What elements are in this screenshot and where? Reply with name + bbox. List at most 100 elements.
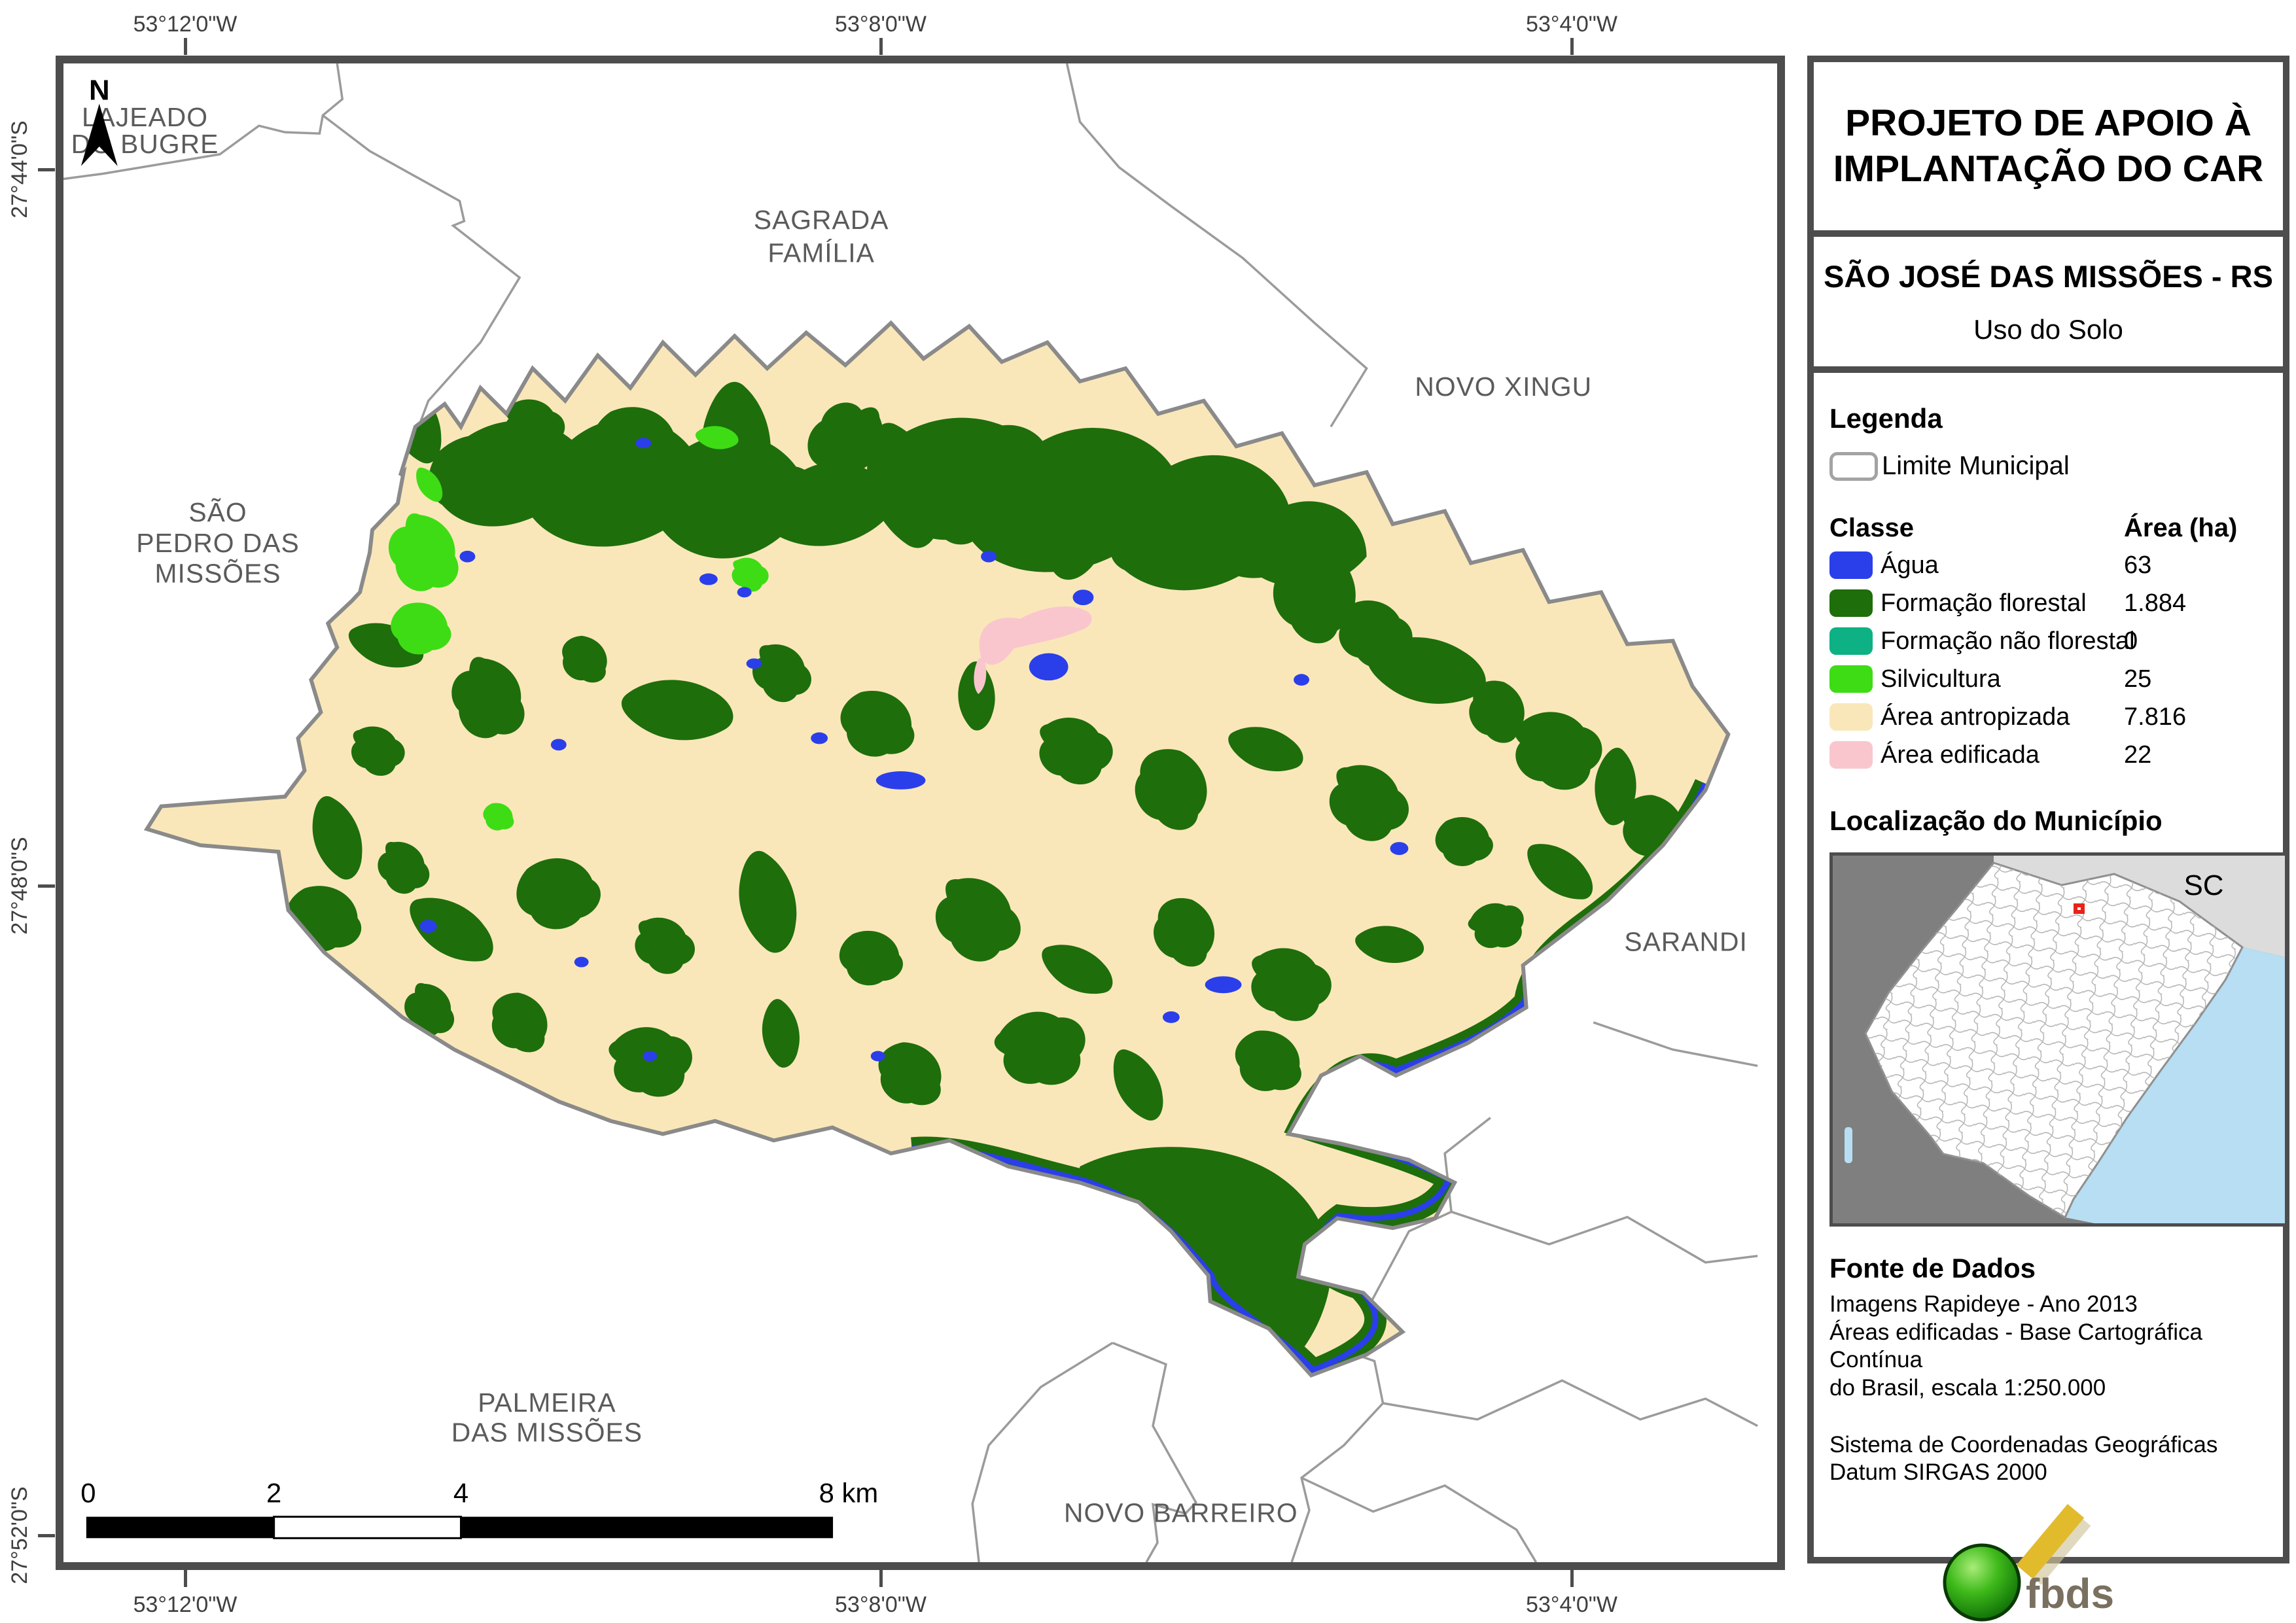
crs-lines: Sistema de Coordenadas Geográficas Datum… [1829,1431,2267,1487]
class-label: Área edificada [1881,741,2040,769]
class-label: Água [1881,551,1939,579]
fonte-line-3: do Brasil, escala 1:250.000 [1829,1375,2106,1401]
tick-left-3 [38,1534,55,1537]
legend-panel: Legenda Limite Municipal Classe Área (ha… [1807,366,2289,1622]
class-label: Área antropizada [1881,703,2070,731]
inset-map: SC [1829,852,2288,1227]
scale-label-4: 4 [453,1478,468,1509]
tick-left-2 [38,884,55,888]
inset-map-graphic: SC [1833,856,2285,1223]
class-area: 63 [2124,551,2152,579]
coord-bottom-2: 53°8'0"W [835,1592,927,1617]
fbds-logo-graphic: fbds [1943,1504,2114,1622]
north-arrow-icon: N [80,75,118,166]
municipality-title: SÃO JOSÉ DAS MISSÕES - RS [1824,258,2273,294]
logo-sphere-icon [1943,1543,2021,1622]
label-sagrada-familia: SAGRADA [754,205,889,235]
inset-ocean [2065,947,2285,1223]
fonte-lines: Imagens Rapideye - Ano 2013 Áreas edific… [1829,1291,2267,1403]
coord-top-1: 53°12'0"W [133,12,238,37]
class-area: 25 [2124,665,2152,693]
inset-lagoon [2152,1022,2199,1086]
inset-sc-state [1994,856,2285,957]
limite-municipal-label: Limite Municipal [1882,451,2070,480]
coord-top-3: 53°4'0"W [1526,12,1617,37]
info-panel: PROJETO DE APOIO À IMPLANTAÇÃO DO CAR SÃ… [1807,56,2289,1622]
swatch-formacao-nao-florestal [1829,627,1873,655]
map-canvas: LAJEADO DO BUGRE SAGRADA FAMÍLIA NOVO XI… [56,56,1785,1570]
neighbor-boundaries [63,63,1758,1562]
fbds-logo: fbds [1829,1500,2267,1623]
legend-row-formacao-nao-florestal: Formação não florestal 0 [1829,622,2267,660]
label-sao-pedro-2: PEDRO DAS [136,528,299,558]
coord-left-1: 27°44'0"S [7,120,32,218]
coord-bottom-1: 53°12'0"W [133,1592,238,1617]
logo-yellow-bar-icon [2016,1504,2084,1579]
legend-limite-row: Limite Municipal [1829,451,2267,481]
map-graphic: LAJEADO DO BUGRE SAGRADA FAMÍLIA NOVO XI… [63,63,1777,1562]
class-label: Formação não florestal [1881,627,2135,655]
class-area: 22 [2124,741,2152,769]
legend-columns: Classe Área (ha) [1829,514,2267,546]
location-heading: Localização do Município [1829,805,2163,836]
inset-river [1845,1127,1852,1163]
fonte-line-2: Áreas edificadas - Base Cartográfica Con… [1829,1319,2202,1373]
north-label: N [89,75,110,107]
tick-top-2 [879,38,883,55]
tick-bottom-2 [879,1570,883,1587]
scale-label-8km: 8 km [819,1478,879,1509]
legend-row-silvicultura: Silvicultura 25 [1829,660,2267,698]
inset-state-sc-label: SC [2183,869,2223,901]
label-sao-pedro: SÃO [188,497,247,527]
scale-label-0: 0 [80,1478,96,1509]
class-label: Formação florestal [1881,589,2087,617]
inset-marker [2074,903,2085,914]
legend-col-area: Área (ha) [2124,514,2238,542]
limite-municipal-swatch [1829,451,1878,481]
swatch-agua [1829,551,1873,579]
legend-row-area-edificada: Área edificada 22 [1829,736,2267,774]
fonte-heading: Fonte de Dados [1829,1253,2036,1283]
legend-heading: Legenda [1829,403,1943,434]
class-area: 0 [2124,627,2138,655]
scale-bar: 0 2 4 8 km [80,1478,879,1539]
swatch-area-antropizada [1829,703,1873,731]
class-label: Silvicultura [1881,665,2001,693]
tick-left-1 [38,168,55,171]
neighbor-labels: LAJEADO DO BUGRE SAGRADA FAMÍLIA NOVO XI… [71,102,1747,1528]
label-novo-xingu: NOVO XINGU [1415,372,1592,402]
tick-top-1 [184,38,187,55]
coord-top-2: 53°8'0"W [835,12,927,37]
coord-bottom-3: 53°4'0"W [1526,1592,1617,1617]
legend-row-agua: Água 63 [1829,546,2267,584]
fonte-line-1: Imagens Rapideye - Ano 2013 [1829,1291,2138,1317]
legend-row-formacao-florestal: Formação florestal 1.884 [1829,584,2267,622]
label-sao-pedro-3: MISSÕES [155,558,281,588]
label-sagrada-familia-2: FAMÍLIA [768,238,874,268]
coord-left-3: 27°52'0"S [7,1486,32,1584]
scale-label-2: 2 [266,1478,281,1509]
crs-line-2: Datum SIRGAS 2000 [1829,1459,2047,1486]
legend-col-class: Classe [1829,514,1914,542]
class-area: 1.884 [2124,589,2187,617]
class-area: 7.816 [2124,703,2187,731]
crs-line-1: Sistema de Coordenadas Geográficas [1829,1431,2218,1457]
label-palmeira-2: DAS MISSÕES [451,1418,643,1448]
label-palmeira: PALMEIRA [478,1387,616,1418]
swatch-area-edificada [1829,741,1873,769]
label-sarandi: SARANDI [1624,927,1747,957]
label-novo-barreiro: NOVO BARREIRO [1064,1498,1298,1528]
page-title-line2: IMPLANTAÇÃO DO CAR [1833,147,2264,190]
subtitle-panel: SÃO JOSÉ DAS MISSÕES - RS Uso do Solo [1807,230,2289,373]
swatch-formacao-florestal [1829,589,1873,617]
page-title-line1: PROJETO DE APOIO À [1845,101,2252,144]
logo-text: fbds [2026,1570,2114,1617]
tick-bottom-3 [1570,1570,1574,1587]
map-theme: Uso do Solo [1973,313,2123,345]
tick-bottom-1 [184,1570,187,1587]
tick-top-3 [1570,38,1574,55]
coord-left-2: 27°48'0"S [7,837,32,935]
title-panel: PROJETO DE APOIO À IMPLANTAÇÃO DO CAR [1807,56,2289,237]
swatch-silvicultura [1829,665,1873,693]
